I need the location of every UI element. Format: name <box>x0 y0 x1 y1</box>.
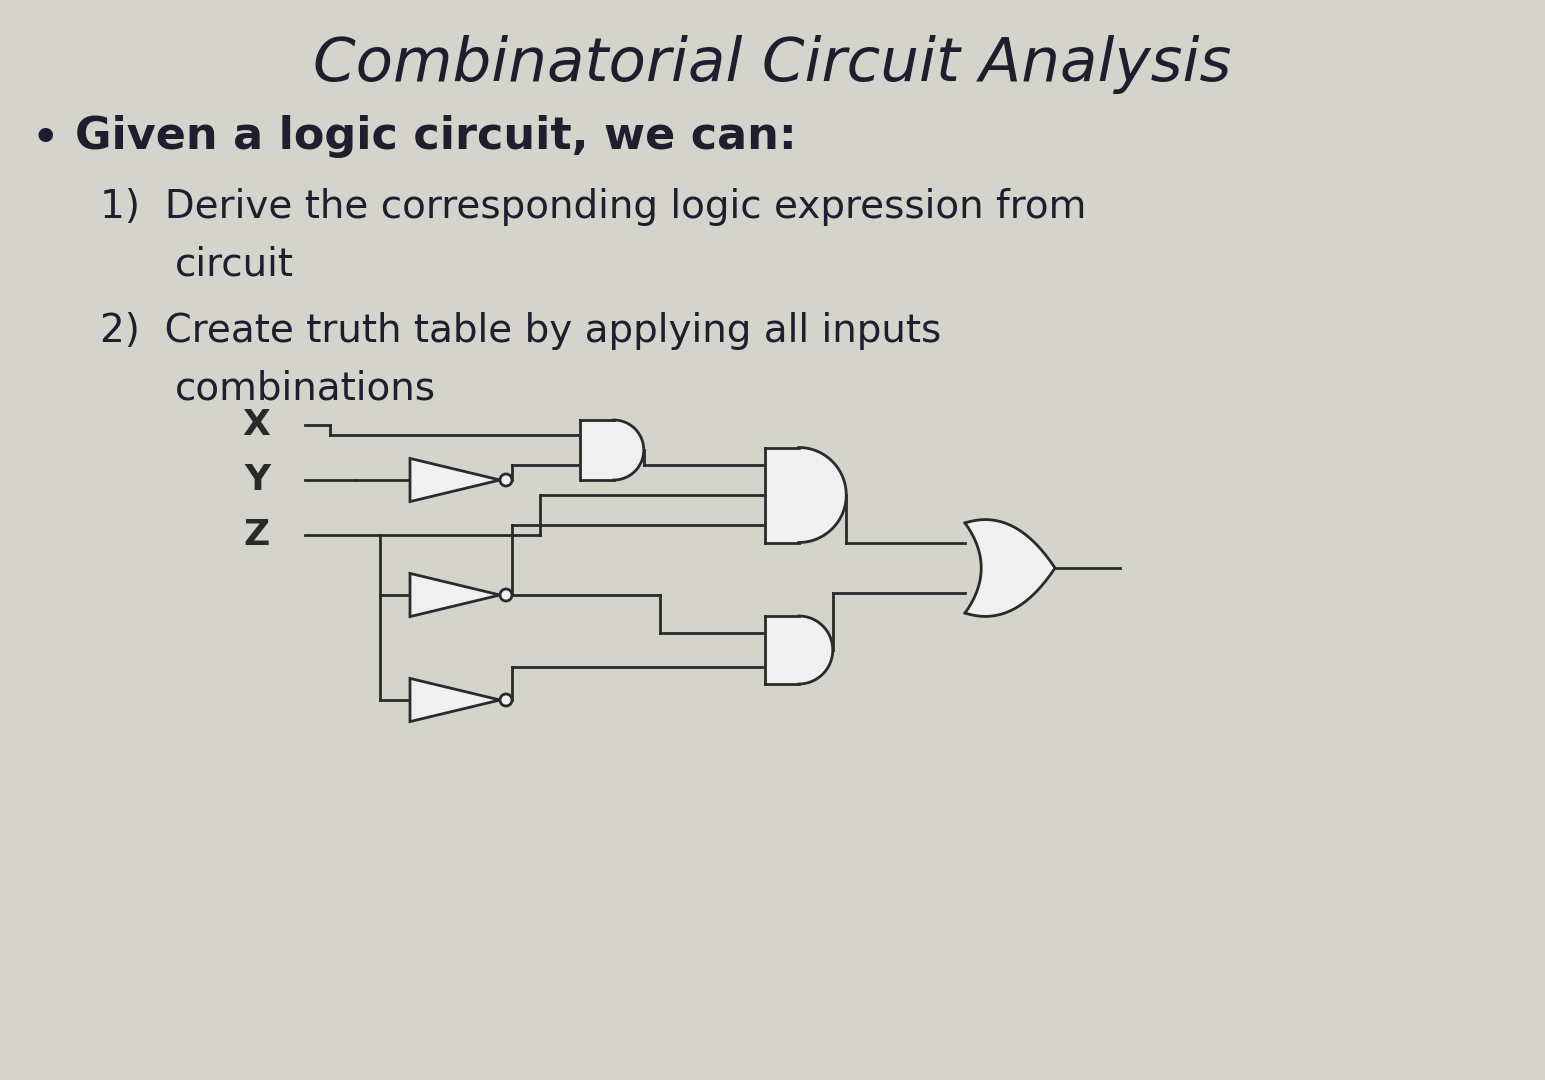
Text: Y: Y <box>244 463 270 497</box>
Polygon shape <box>579 420 644 480</box>
Text: Given a logic circuit, we can:: Given a logic circuit, we can: <box>76 114 797 158</box>
Polygon shape <box>409 458 501 501</box>
Polygon shape <box>966 519 1055 617</box>
Circle shape <box>501 589 511 600</box>
Text: 1)  Derive the corresponding logic expression from: 1) Derive the corresponding logic expres… <box>100 188 1086 226</box>
Text: Z: Z <box>244 518 270 552</box>
Text: X: X <box>243 408 270 442</box>
Circle shape <box>501 694 511 706</box>
Polygon shape <box>765 616 833 684</box>
Circle shape <box>501 474 511 486</box>
Polygon shape <box>765 447 847 542</box>
Text: combinations: combinations <box>175 370 436 408</box>
Polygon shape <box>409 678 501 721</box>
Text: Combinatorial Circuit Analysis: Combinatorial Circuit Analysis <box>312 35 1231 94</box>
Text: circuit: circuit <box>175 245 294 283</box>
Text: 2)  Create truth table by applying all inputs: 2) Create truth table by applying all in… <box>100 312 941 350</box>
Polygon shape <box>409 573 501 617</box>
Text: •: • <box>29 114 60 163</box>
